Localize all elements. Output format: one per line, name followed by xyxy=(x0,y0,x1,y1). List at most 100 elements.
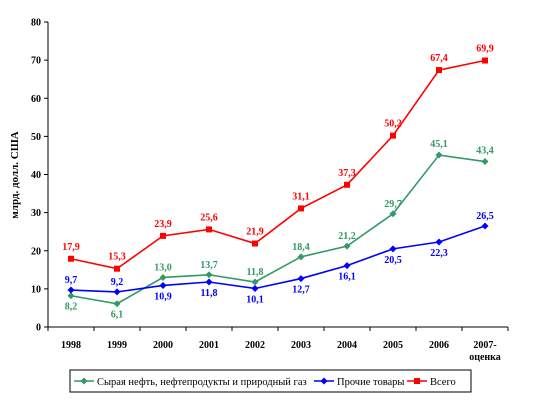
data-label: 11,8 xyxy=(201,288,218,299)
x-tick-label: 2006 xyxy=(429,340,449,351)
data-point xyxy=(114,265,120,272)
data-point xyxy=(481,158,489,166)
legend-label-other-goods: Прочие товары xyxy=(337,377,404,388)
data-point xyxy=(482,57,488,64)
x-tick-label: 2001 xyxy=(199,340,219,351)
data-point xyxy=(251,278,259,286)
x-tick-label: 1999 xyxy=(107,340,127,351)
data-point xyxy=(390,132,396,139)
y-ticks: 0 10 20 30 40 50 60 70 80 xyxy=(31,18,48,334)
data-point xyxy=(205,271,213,279)
data-point xyxy=(113,300,121,308)
data-label: 22,3 xyxy=(430,248,448,259)
data-point xyxy=(436,67,442,74)
data-point xyxy=(205,278,213,286)
y-tick-label: 30 xyxy=(31,208,41,219)
data-label: 10,1 xyxy=(246,294,264,305)
data-point xyxy=(206,226,212,233)
data-label: 18,4 xyxy=(292,242,310,253)
data-label: 67,4 xyxy=(430,53,448,64)
y-axis-label: млрд. долл. США xyxy=(9,131,21,218)
data-point xyxy=(252,240,258,247)
data-point xyxy=(298,205,304,212)
x-tick-label: 2000 xyxy=(153,340,173,351)
data-label: 13,7 xyxy=(200,260,218,271)
data-label: 11,8 xyxy=(247,267,264,278)
series-line-other-goods xyxy=(70,225,486,293)
data-label: 9,7 xyxy=(65,275,78,286)
series-total: 17,9 15,3 23,9 25,6 21,9 31,1 37,3 50,2 67,4 69,9 xyxy=(62,44,494,272)
legend-label-oil-gas: Сырая нефть, нефтепродукты и природный г… xyxy=(97,377,307,388)
legend-marker-oil-gas xyxy=(80,377,88,385)
y-tick-label: 0 xyxy=(36,323,41,334)
data-label: 6,1 xyxy=(111,310,124,321)
y-tick-label: 40 xyxy=(31,170,41,181)
data-point xyxy=(344,181,350,188)
data-label: 50,2 xyxy=(384,119,402,130)
data-label: 15,3 xyxy=(108,252,126,263)
data-point xyxy=(159,273,167,281)
series-other-goods: 9,7 9,2 10,9 11,8 10,1 12,7 16,1 20,5 22,3 26,5 xyxy=(65,211,494,306)
x-tick-label: 2002 xyxy=(245,340,265,351)
data-point xyxy=(68,255,74,262)
data-point xyxy=(297,275,305,283)
data-label: 43,4 xyxy=(476,146,494,157)
data-point xyxy=(435,238,443,246)
x-tick-label: 1998 xyxy=(61,340,81,351)
x-ticks: 1998 1999 2000 2001 2002 2003 2004 2005 2006 2007… xyxy=(47,327,509,363)
data-label: 21,9 xyxy=(246,227,264,238)
data-label: 26,5 xyxy=(476,211,494,222)
data-point xyxy=(389,245,397,253)
data-label: 13,0 xyxy=(154,262,172,273)
data-point xyxy=(481,222,489,230)
data-label: 23,9 xyxy=(154,219,172,230)
data-label: 21,2 xyxy=(338,231,356,242)
legend-box xyxy=(69,369,472,393)
data-label: 8,2 xyxy=(65,302,78,313)
data-label: 12,7 xyxy=(292,285,310,296)
data-label: 45,1 xyxy=(430,139,448,150)
y-tick-label: 50 xyxy=(31,132,41,143)
data-label: 16,1 xyxy=(338,272,356,283)
data-point xyxy=(389,210,397,218)
y-tick-label: 70 xyxy=(31,56,41,67)
data-label: 20,5 xyxy=(384,255,402,266)
legend-marker-other-goods xyxy=(320,377,328,385)
series-oil-gas: 8,2 6,1 13,0 13,7 11,8 18,4 21,2 29,7 45,1 43,4 xyxy=(65,139,494,321)
data-label: 10,9 xyxy=(154,291,172,302)
data-point xyxy=(160,232,166,239)
y-tick-label: 10 xyxy=(31,284,41,295)
legend-item-total: Всего xyxy=(407,377,456,388)
series-layer: 8,2 6,1 13,0 13,7 11,8 18,4 21,2 29,7 45,1 43,4 9,… xyxy=(62,44,494,321)
legend: Сырая нефть, нефтепродукты и природный г… xyxy=(69,369,472,393)
y-tick-label: 80 xyxy=(31,18,41,29)
series-line-total xyxy=(70,59,486,270)
legend-marker-total xyxy=(414,378,420,384)
data-point xyxy=(343,262,351,270)
x-tick-label: 2005 xyxy=(383,340,403,351)
data-label: 69,9 xyxy=(476,44,494,55)
data-label: 25,6 xyxy=(200,212,218,223)
x-tick-label: 2007- xyxy=(473,340,496,351)
data-point xyxy=(67,286,75,294)
data-label: 37,3 xyxy=(338,168,356,179)
data-point xyxy=(67,292,75,300)
data-label: 29,7 xyxy=(384,199,402,210)
data-point xyxy=(251,284,259,292)
data-point xyxy=(297,253,305,261)
x-tick-label: 2004 xyxy=(337,340,357,351)
data-label: 17,9 xyxy=(62,242,80,253)
series-line-oil-gas xyxy=(70,154,486,305)
data-point xyxy=(435,151,443,159)
legend-item-oil-gas: Сырая нефть, нефтепродукты и природный г… xyxy=(74,377,307,388)
legend-item-other-goods: Прочие товары xyxy=(314,377,404,388)
y-tick-label: 20 xyxy=(31,246,41,257)
data-point xyxy=(343,242,351,250)
data-point xyxy=(159,281,167,289)
x-tick-label: 2003 xyxy=(291,340,311,351)
x-tick-label-line2: оценка xyxy=(469,352,501,363)
data-label: 31,1 xyxy=(292,191,310,202)
data-label: 9,2 xyxy=(111,277,124,288)
legend-label-total: Всего xyxy=(430,377,456,388)
